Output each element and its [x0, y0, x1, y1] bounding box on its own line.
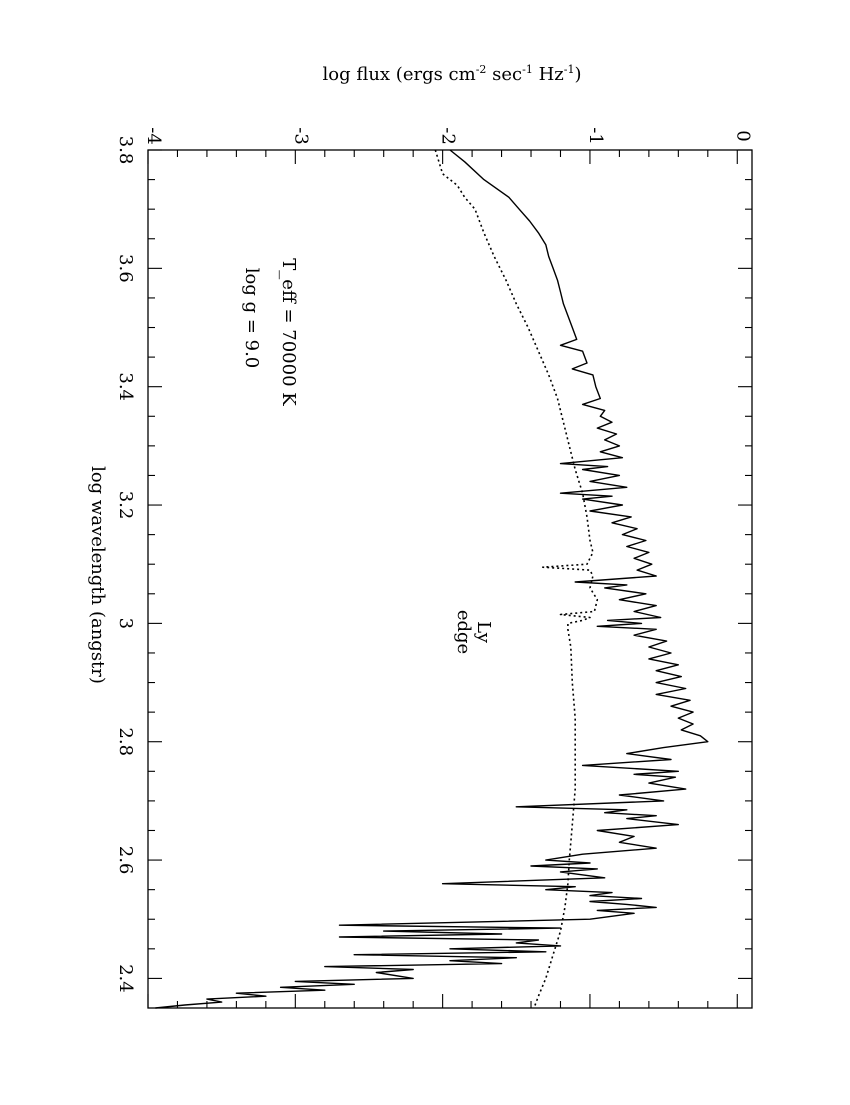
x-tick-label: 2.8: [115, 727, 136, 756]
x-tick-label: 2.6: [115, 846, 136, 875]
ly-annotation-line1: Ly: [473, 621, 494, 644]
y-tick-label: 0: [732, 130, 753, 141]
axis-ticks: [147, 149, 752, 1008]
ylabel-part-1: -2: [476, 63, 487, 76]
x-tick-label: 2.4: [115, 964, 136, 993]
series-layer: [155, 149, 709, 1009]
teff-annotation: T_eff = 70000 K: [278, 258, 299, 406]
ylabel-part-4: Hz: [533, 64, 564, 85]
x-tick-label: 3.8: [115, 136, 136, 165]
ylabel-part-5: -1: [564, 63, 575, 76]
x-tick-label: 3.2: [115, 491, 136, 520]
logg-annotation: log g = 9.0: [241, 268, 262, 369]
x-tick-label: 3: [115, 618, 136, 629]
ylabel-part-6: ): [574, 64, 581, 85]
plot-frame: [147, 149, 753, 1009]
ly-annotation-line2: edge: [453, 610, 474, 654]
y-tick-label: -1: [585, 127, 606, 145]
y-tick-labels: -4 -3 -2 -1 0: [143, 127, 753, 145]
ylabel-part-0: log flux (ergs cm: [322, 64, 475, 85]
solid-series-line: [155, 149, 709, 1009]
x-tick-labels: 3.8 3.6 3.4 3.2 3 2.8 2.6 2.4: [115, 136, 136, 993]
dotted-series-line: [434, 149, 599, 1009]
x-tick-label: 3.6: [115, 254, 136, 283]
x-tick-label: 3.4: [115, 372, 136, 401]
y-axis-title: log flux (ergs cm-2 sec-1 Hz-1): [322, 63, 581, 85]
y-tick-label: -3: [290, 127, 311, 145]
ylabel-part-2: sec: [486, 64, 522, 85]
y-tick-label: -4: [143, 127, 164, 145]
y-tick-label: -2: [438, 127, 459, 145]
x-axis-title: log wavelength (angstr): [87, 466, 108, 684]
ylabel-part-3: -1: [522, 63, 533, 76]
